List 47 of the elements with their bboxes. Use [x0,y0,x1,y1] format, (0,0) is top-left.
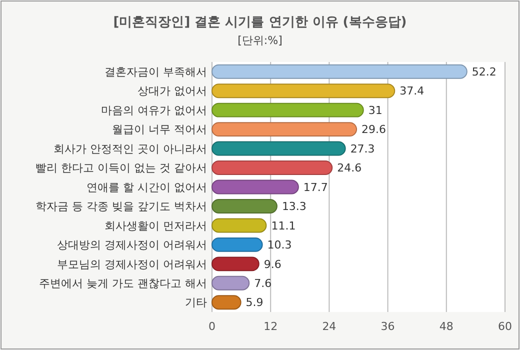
y-tick-label: 상대방의 경제사정이 어려워서 [57,238,207,252]
data-label: 17.7 [303,180,328,194]
bar [212,180,299,194]
data-label: 5.9 [246,296,264,310]
x-tick-label: 48 [439,320,454,333]
bar [212,141,346,156]
y-tick-label: 월급이 너무 적어서 [112,123,207,136]
y-tick-label: 회사생활이 먼저라서 [104,219,207,232]
y-tick-label: 기타 [185,296,207,310]
chart-subtitle: [단위:%] [238,34,282,47]
x-tick-label: 60 [498,320,512,333]
x-tick-label: 36 [380,320,395,333]
data-label: 52.2 [472,65,496,78]
data-label: 7.6 [254,277,272,290]
data-label: 10.3 [267,238,292,252]
y-tick-label: 부모님의 경제사정이 어려워서 [57,258,207,271]
bar [212,237,263,252]
bar [212,218,267,233]
data-label: 13.3 [282,200,306,214]
y-tick-label: 회사가 안정적인 곳이 아니라서 [54,142,207,156]
bar [212,64,468,79]
y-tick-label: 상대가 없어서 [138,84,207,98]
bar [212,102,364,118]
bar [212,199,278,214]
y-tick-label: 주변에서 늦게 가도 괜찮다고 해서 [39,277,207,290]
x-tick-label: 0 [208,320,216,333]
bar [212,256,260,272]
bar [212,84,396,98]
data-label: 37.4 [400,84,424,98]
y-tick-label: 연애를 할 시간이 없어서 [86,180,207,194]
bar [212,276,250,290]
data-label: 11.1 [271,219,296,232]
y-tick-label: 마음의 여유가 없어서 [101,104,207,117]
chart-title: [미혼직장인] 결혼 시기를 연기한 이유 (복수응답) [113,15,407,30]
bar [212,295,242,310]
bar [212,122,358,137]
x-tick-label: 12 [264,320,278,333]
data-label: 27.3 [350,142,375,156]
data-label: 29.6 [362,123,386,136]
x-tick-label: 24 [322,320,336,333]
y-tick-label: 결혼자금이 부족해서 [104,65,207,78]
bar [212,160,333,175]
data-label: 9.6 [264,258,282,271]
y-tick-label: 빨리 한다고 이득이 없는 것 같아서 [36,162,207,175]
data-label: 24.6 [337,162,362,175]
y-tick-label: 학자금 등 각종 빚을 갚기도 벅차서 [36,200,207,214]
data-label: 31 [368,104,382,117]
